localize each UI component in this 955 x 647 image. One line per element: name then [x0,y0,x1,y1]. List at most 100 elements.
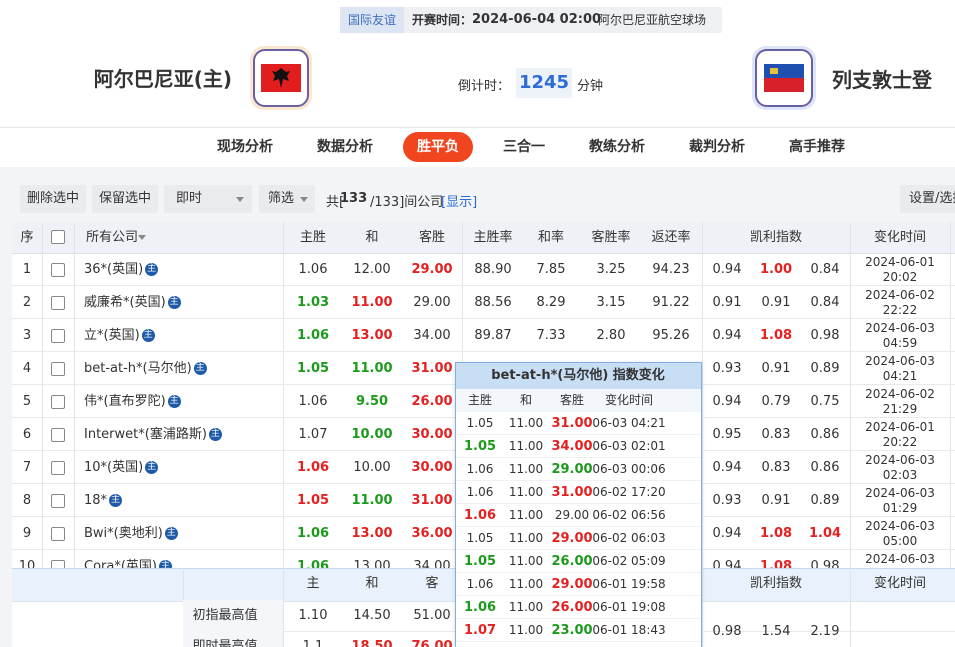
header-odds[interactable]: 和 [365,230,379,245]
row-checkbox[interactable] [51,428,65,442]
popup-time: 06-03 02:01 [592,439,666,453]
row-divider [456,595,701,596]
popup-odds: 1.05 [466,531,494,545]
header-no: 序 [20,230,34,245]
toolbar-button[interactable]: 删除选中 [20,185,86,213]
row-checkbox[interactable] [51,527,65,541]
show-link[interactable]: [显示] [441,195,478,210]
popup-header: 客胜 [559,393,585,407]
kelly-value: 0.94 [712,526,742,541]
company-name[interactable]: 36*(英国) 主 [84,262,159,277]
rate-value: 7.85 [536,262,566,277]
popup-odds: 11.00 [508,416,544,430]
change-time: 2024-06-03 [865,354,935,368]
row-checkbox[interactable] [51,263,65,277]
rate-value: 8.29 [536,295,566,310]
settings-button[interactable]: 设置/选择 [900,185,955,213]
away-flag [752,46,816,110]
kelly-value: 0.83 [761,460,791,475]
tab[interactable]: 现场分析 [217,139,273,155]
mode-select[interactable]: 即时 [164,185,252,213]
popup-time: 06-01 18:43 [592,623,666,637]
rate-value: 89.87 [474,328,512,343]
company-name[interactable]: 立*(英国) 主 [84,328,155,343]
column-divider [702,222,703,568]
countdown-unit: 分钟 [577,79,604,94]
row-divider [456,618,701,619]
popup-time: 06-03 00:06 [592,462,666,476]
company-name[interactable]: bet-at-h*(马尔他) 主 [84,361,207,376]
kelly-value: 0.91 [712,295,742,310]
row-divider [12,351,955,352]
row-checkbox[interactable] [51,494,65,508]
kelly-value: 1.08 [759,526,793,541]
change-time: 2024-06-03 [865,321,935,335]
tab[interactable]: 三合一 [503,139,545,155]
popup-odds: 23.00 [551,623,593,638]
company-name[interactable]: Bwi*(奥地利) 主 [84,526,178,541]
header-odds[interactable]: 主胜 [299,230,327,245]
kelly-value: 1.00 [759,262,793,277]
header-odds[interactable]: 客胜 [418,230,446,245]
tab[interactable]: 胜平负 [403,132,473,162]
kelly-value: 0.86 [810,427,840,442]
summary-odds: 76.00 [411,639,453,647]
company-name[interactable]: 伟*(直布罗陀) 主 [84,394,181,409]
summary-label: 即时最高值 [192,639,258,647]
row-checkbox[interactable] [51,329,65,343]
home-icon: 主 [208,428,222,441]
kelly-value: 0.75 [810,394,840,409]
row-checkbox[interactable] [51,296,65,310]
company-name[interactable]: 10*(英国) 主 [84,460,159,475]
company-name[interactable]: Interwet*(塞浦路斯) 主 [84,427,222,442]
kelly-value: 0.94 [712,460,742,475]
popup-odds: 11.00 [508,577,544,591]
popup-odds: 11.00 [508,439,544,453]
company-name[interactable]: 18* 主 [84,493,123,508]
tab[interactable]: 数据分析 [317,139,373,155]
popup-odds: 26.00 [551,554,593,569]
popup-time: 06-02 05:09 [592,554,666,568]
popup-odds: 29.00 [551,531,593,546]
popup-time: 06-02 06:56 [592,508,666,522]
popup-header: 变化时间 [604,393,654,407]
company-name[interactable]: 威廉希*(英国) 主 [84,295,181,310]
row-divider [456,457,701,458]
change-time: 2024-06-03 [865,453,935,467]
tab[interactable]: 高手推荐 [789,139,845,155]
popup-header-bg [456,389,701,412]
header-rate[interactable]: 和率 [537,230,565,245]
home-icon: 主 [145,263,159,276]
change-time: 20:22 [882,435,918,449]
odds-value: 1.06 [298,394,328,409]
row-checkbox[interactable] [51,362,65,376]
odds-value: 9.50 [355,394,389,409]
dropdown-arrow [236,197,244,202]
home-icon: 主 [141,329,155,342]
change-time: 21:29 [882,402,918,416]
count-prefix: 共[ [326,195,345,210]
header-checkbox[interactable] [51,230,65,244]
popup-odds: 1.06 [463,508,497,523]
tab[interactable]: 裁判分析 [689,139,745,155]
kelly-value: 0.84 [810,262,840,277]
header-time[interactable]: 变化时间 [873,230,927,245]
countdown-label: 倒计时： [458,79,511,94]
kelly-value: 0.93 [712,361,742,376]
summary-odds: 1.1 [302,639,324,647]
tab[interactable]: 教练分析 [589,139,645,155]
summary-odds: 1.10 [298,608,328,623]
kelly-value: 0.89 [810,361,840,376]
popup-odds: 1.06 [466,485,494,499]
toolbar-button[interactable]: 保留选中 [92,185,158,213]
header-rate[interactable]: 主胜率 [473,230,513,245]
row-checkbox[interactable] [51,461,65,475]
header-rate[interactable]: 返还率 [651,230,691,245]
row-divider [456,503,701,504]
popup-title: bet-at-h*(马尔他) 指数变化 [491,368,665,383]
row-checkbox[interactable] [51,395,65,409]
row-divider [456,549,701,550]
odds-value: 31.00 [411,361,453,376]
count-current: 133 [340,191,368,206]
header-rate[interactable]: 客胜率 [591,230,631,245]
